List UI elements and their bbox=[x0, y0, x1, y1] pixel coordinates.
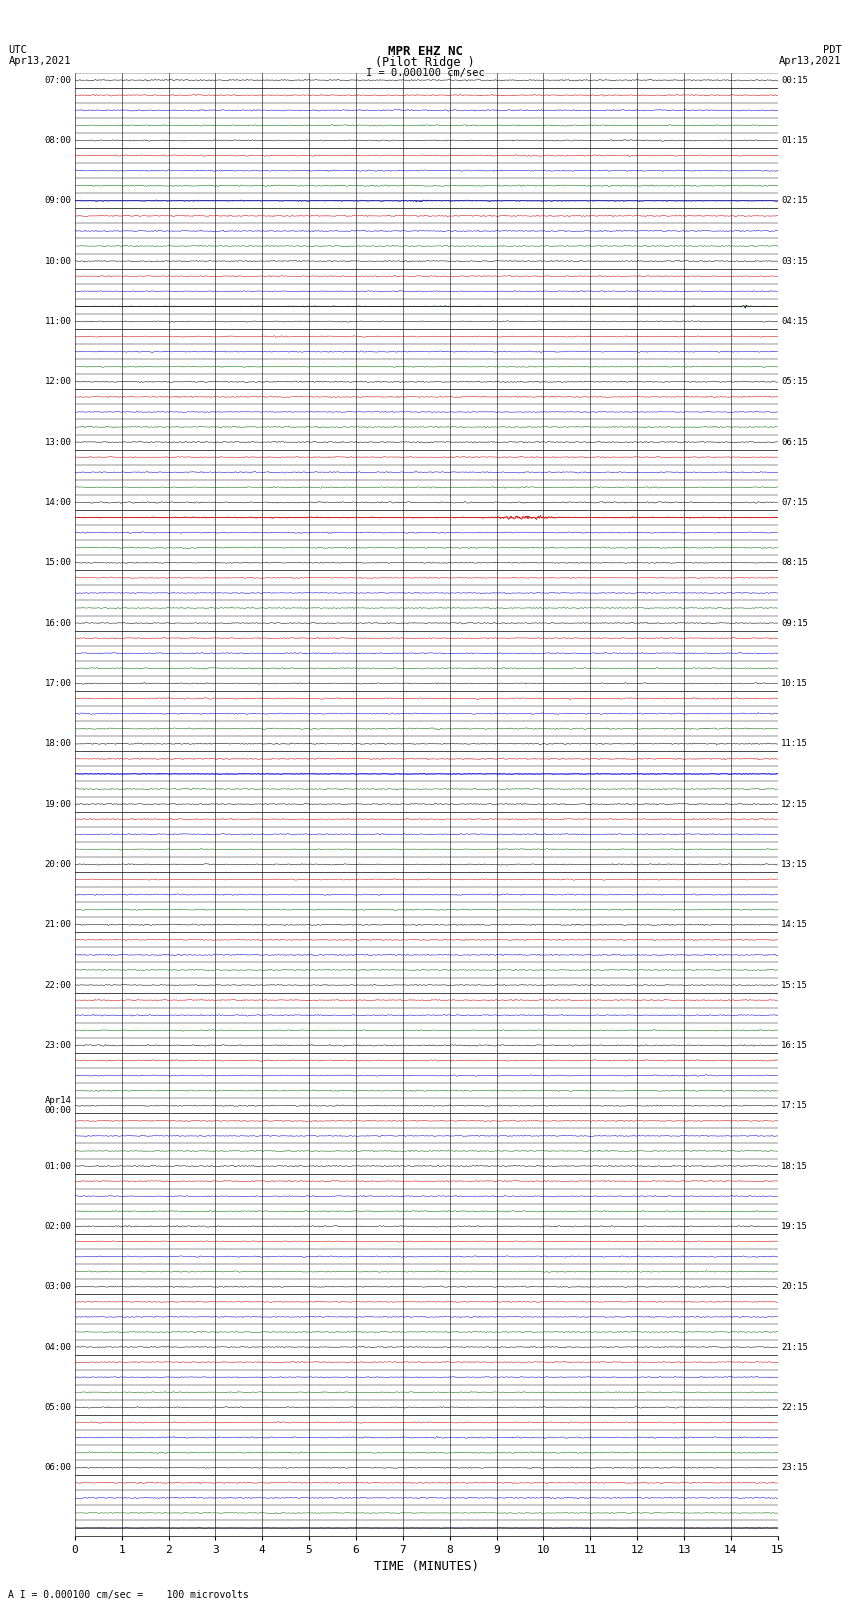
Text: 21:00: 21:00 bbox=[44, 921, 71, 929]
Text: 07:00: 07:00 bbox=[44, 76, 71, 84]
Text: 04:15: 04:15 bbox=[781, 316, 808, 326]
Text: A I = 0.000100 cm/sec =    100 microvolts: A I = 0.000100 cm/sec = 100 microvolts bbox=[8, 1590, 249, 1600]
Text: 14:00: 14:00 bbox=[44, 498, 71, 506]
Text: 02:15: 02:15 bbox=[781, 197, 808, 205]
Text: 17:00: 17:00 bbox=[44, 679, 71, 687]
Text: Apr14
00:00: Apr14 00:00 bbox=[44, 1095, 71, 1116]
Text: 11:15: 11:15 bbox=[781, 739, 808, 748]
Text: 05:15: 05:15 bbox=[781, 377, 808, 386]
Text: MPR EHZ NC: MPR EHZ NC bbox=[388, 45, 462, 58]
Text: 23:15: 23:15 bbox=[781, 1463, 808, 1473]
Text: 20:15: 20:15 bbox=[781, 1282, 808, 1292]
Text: 21:15: 21:15 bbox=[781, 1342, 808, 1352]
Text: I = 0.000100 cm/sec: I = 0.000100 cm/sec bbox=[366, 68, 484, 77]
Text: 22:15: 22:15 bbox=[781, 1403, 808, 1411]
Text: 16:00: 16:00 bbox=[44, 619, 71, 627]
Text: 06:15: 06:15 bbox=[781, 437, 808, 447]
Text: UTC: UTC bbox=[8, 45, 27, 55]
Text: 18:15: 18:15 bbox=[781, 1161, 808, 1171]
Text: 03:15: 03:15 bbox=[781, 256, 808, 266]
Text: 12:00: 12:00 bbox=[44, 377, 71, 386]
Text: Apr13,2021: Apr13,2021 bbox=[8, 56, 71, 66]
Text: 13:00: 13:00 bbox=[44, 437, 71, 447]
Text: 08:00: 08:00 bbox=[44, 135, 71, 145]
Text: 16:15: 16:15 bbox=[781, 1040, 808, 1050]
Text: (Pilot Ridge ): (Pilot Ridge ) bbox=[375, 56, 475, 69]
Text: 04:00: 04:00 bbox=[44, 1342, 71, 1352]
Text: 09:15: 09:15 bbox=[781, 619, 808, 627]
Text: Apr13,2021: Apr13,2021 bbox=[779, 56, 842, 66]
Text: 10:00: 10:00 bbox=[44, 256, 71, 266]
Text: 11:00: 11:00 bbox=[44, 316, 71, 326]
Text: 03:00: 03:00 bbox=[44, 1282, 71, 1292]
Text: 01:00: 01:00 bbox=[44, 1161, 71, 1171]
Text: 23:00: 23:00 bbox=[44, 1040, 71, 1050]
Text: 22:00: 22:00 bbox=[44, 981, 71, 989]
Text: 14:15: 14:15 bbox=[781, 921, 808, 929]
Text: 09:00: 09:00 bbox=[44, 197, 71, 205]
Text: 07:15: 07:15 bbox=[781, 498, 808, 506]
Text: 19:15: 19:15 bbox=[781, 1223, 808, 1231]
Text: 00:15: 00:15 bbox=[781, 76, 808, 84]
Text: 15:15: 15:15 bbox=[781, 981, 808, 989]
Text: 17:15: 17:15 bbox=[781, 1102, 808, 1110]
Text: 19:00: 19:00 bbox=[44, 800, 71, 808]
Text: 15:00: 15:00 bbox=[44, 558, 71, 568]
Text: 12:15: 12:15 bbox=[781, 800, 808, 808]
Text: 08:15: 08:15 bbox=[781, 558, 808, 568]
Text: 02:00: 02:00 bbox=[44, 1223, 71, 1231]
Text: 18:00: 18:00 bbox=[44, 739, 71, 748]
Text: 06:00: 06:00 bbox=[44, 1463, 71, 1473]
Text: 13:15: 13:15 bbox=[781, 860, 808, 869]
Text: 20:00: 20:00 bbox=[44, 860, 71, 869]
Text: 10:15: 10:15 bbox=[781, 679, 808, 687]
X-axis label: TIME (MINUTES): TIME (MINUTES) bbox=[374, 1560, 479, 1573]
Text: 01:15: 01:15 bbox=[781, 135, 808, 145]
Text: PDT: PDT bbox=[823, 45, 842, 55]
Text: 05:00: 05:00 bbox=[44, 1403, 71, 1411]
